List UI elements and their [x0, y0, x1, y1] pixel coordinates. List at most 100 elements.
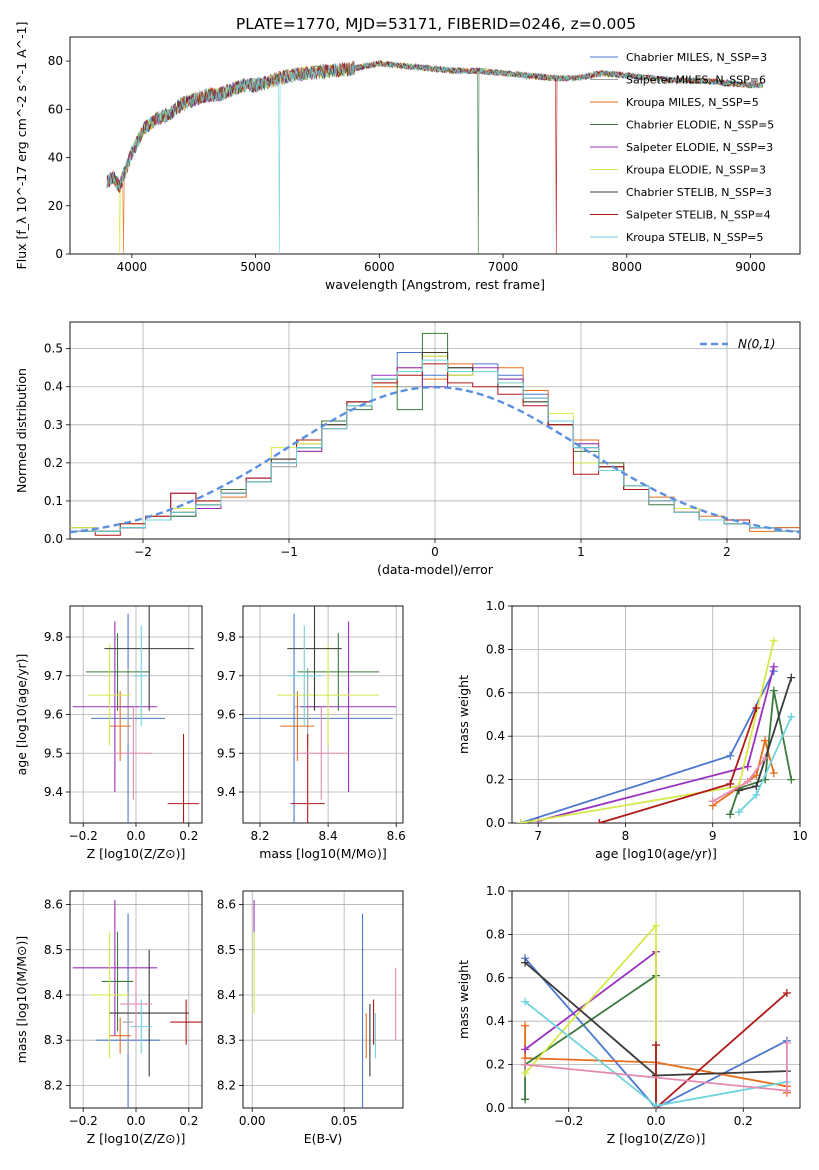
residuals-ytick-label: 0.0 [44, 532, 63, 546]
spectrum-xtick-label: 8000 [612, 260, 643, 274]
weight-marker [782, 1038, 791, 1047]
mass-vs-ebv-xlabel: E(B-V) [304, 1131, 343, 1146]
weight-marker [782, 988, 791, 997]
legend-label: N(0,1) [738, 337, 775, 351]
legend-label: Chabrier ELODIE, N_SSP=5 [626, 119, 774, 132]
spectrum-ytick-label: 20 [48, 199, 63, 213]
age-vs-Z-xtick-label: 0.0 [126, 829, 145, 843]
mass-vs-Z-frame [69, 890, 203, 1109]
mass-weight-vs-Z-xlabel: Z [log10(Z/Z⊙)] [607, 1131, 706, 1146]
weight-marker [761, 753, 770, 762]
weight-marker [726, 810, 735, 819]
mass-vs-ebv-ytick-label: 8.3 [217, 1033, 236, 1047]
mass-weight-vs-Z-ytick-label: 0.6 [486, 971, 505, 985]
residuals-plot-area [70, 332, 800, 536]
mass-vs-ebv-xtick-label: 0.00 [239, 1114, 266, 1128]
weight-marker [521, 1095, 530, 1104]
weight-marker [787, 712, 796, 721]
weight-line [738, 716, 793, 813]
mass-weight-vs-Z-ytick-label: 0.8 [486, 927, 505, 941]
weight-marker [521, 1060, 530, 1069]
mass-weight-vs-Z-ytick-label: 0.4 [486, 1014, 505, 1028]
mass-vs-Z-ytick-label: 8.4 [44, 988, 63, 1002]
age-vs-mass-xlabel: mass [log10(M/M⊙)] [259, 846, 387, 861]
weight-marker [726, 779, 735, 788]
age-vs-Z-xlabel: Z [log10(Z/Z⊙)] [87, 846, 186, 861]
spectrum-ytick-label: 80 [48, 54, 63, 68]
legend-label: Salpeter STELIB, N_SSP=4 [626, 209, 771, 222]
spectrum-xtick-label: 9000 [735, 260, 766, 274]
mass-vs-Z-panel: −0.2 0.0 0.2 8.2 8.3 8.4 8.5 8.6 Z [log10(Z/Z⊙)]… [14, 890, 203, 1146]
weight-marker [761, 736, 770, 745]
spectrum-ylabel: Flux [f_λ 10^-17 erg cm^-2 s^-1 A^-1] [14, 22, 29, 270]
mass-vs-Z-ytick-label: 8.6 [44, 898, 63, 912]
weight-marker [752, 782, 761, 791]
spectrum-xlabel: wavelength [Angstrom, rest frame] [325, 277, 545, 292]
mass-vs-Z-ylabel: mass [log10(M/M⊙)] [14, 936, 29, 1064]
age-vs-Z-ytick-label: 9.8 [44, 630, 63, 644]
mass-vs-Z-ytick-label: 8.2 [44, 1078, 63, 1092]
weight-marker [595, 819, 604, 823]
residuals-ylabel: Normed distribution [14, 368, 29, 493]
weight-marker [769, 636, 778, 645]
age-vs-Z-ytick-label: 9.5 [44, 746, 63, 760]
mass-weight-vs-age-plot-area [516, 636, 796, 823]
age-vs-mass-ytick-label: 9.8 [217, 630, 236, 644]
weight-marker [743, 762, 752, 771]
mass-weight-vs-age-ytick-label: 0.6 [486, 686, 505, 700]
mass-weight-vs-age-ylabel: mass weight [456, 675, 471, 754]
mass-weight-vs-Z-ytick-label: 1.0 [486, 884, 505, 898]
mass-weight-vs-age-xtick-label: 7 [534, 829, 542, 843]
residuals-xtick-label: −2 [134, 545, 152, 559]
weight-marker [521, 1045, 530, 1054]
mass-vs-ebv-ytick-label: 8.5 [217, 943, 236, 957]
weight-line [524, 973, 657, 1100]
weight-marker [734, 786, 743, 795]
spectrum-line [106, 61, 763, 254]
residuals-xtick-label: −1 [280, 545, 298, 559]
spectrum-xtick-label: 6000 [364, 260, 395, 274]
mass-vs-Z-xtick-label: 0.0 [126, 1114, 145, 1128]
weight-line [729, 690, 793, 815]
age-vs-mass-panel: 8.2 8.4 8.6 9.4 9.5 9.6 9.7 9.8 mass [log10(M/M⊙… [217, 605, 406, 861]
mass-weight-vs-age-ytick-label: 0.0 [486, 816, 505, 830]
age-vs-Z-ytick-label: 9.7 [44, 669, 63, 683]
residuals-xtick-label: 1 [577, 545, 585, 559]
mass-weight-vs-age-xtick-label: 10 [792, 829, 807, 843]
mass-vs-ebv-xtick-label: 0.05 [331, 1114, 358, 1128]
residuals-ytick-label: 0.3 [44, 418, 63, 432]
weight-marker [769, 769, 778, 778]
mass-weight-vs-age-xtick-label: 8 [622, 829, 630, 843]
legend-label: Chabrier STELIB, N_SSP=3 [626, 186, 772, 199]
weight-marker [787, 775, 796, 784]
mass-vs-ebv-panel: 0.00 0.05 8.2 8.3 8.4 8.5 8.6 E(B-V) [217, 890, 404, 1146]
legend-label: Chabrier MILES, N_SSP=3 [626, 51, 767, 64]
mass-vs-Z-plot-area [72, 900, 202, 1108]
mass-vs-Z-xtick-label: 0.2 [179, 1114, 198, 1128]
residuals-ytick-label: 0.5 [44, 342, 63, 356]
mass-vs-Z-xlabel: Z [log10(Z/Z⊙)] [87, 1131, 186, 1146]
age-vs-mass-xtick-label: 8.4 [319, 829, 338, 843]
weight-marker [708, 797, 717, 806]
mass-vs-ebv-ytick-label: 8.2 [217, 1078, 236, 1092]
spectrum-panel: 4000 5000 6000 7000 8000 9000 0 20 40 60 80 wavelen… [14, 22, 801, 292]
weight-marker [516, 819, 525, 823]
spectrum-xtick-label: 4000 [117, 260, 148, 274]
weight-marker [726, 751, 735, 760]
legend-label: Salpeter MILES, N_SSP=6 [626, 74, 766, 87]
weight-marker [652, 921, 660, 930]
residuals-xtick-label: 0 [431, 545, 439, 559]
residuals-xtick-label: 2 [723, 545, 731, 559]
age-vs-mass-ytick-label: 9.4 [217, 785, 236, 799]
spectrum-ytick-label: 60 [48, 102, 63, 116]
weight-marker [782, 1086, 791, 1095]
mass-weight-vs-Z-xtick-label: 0.2 [734, 1114, 753, 1128]
figure-title: PLATE=1770, MJD=53171, FIBERID=0246, z=0… [236, 15, 636, 33]
weight-marker [521, 1021, 530, 1030]
residuals-xlabel: (data-model)/error [377, 562, 494, 577]
age-vs-Z-ylabel: age [log10(age/yr)] [14, 654, 29, 776]
weight-marker [521, 958, 530, 967]
mass-weight-vs-age-ytick-label: 0.8 [486, 642, 505, 656]
age-vs-mass-ytick-label: 9.5 [217, 746, 236, 760]
